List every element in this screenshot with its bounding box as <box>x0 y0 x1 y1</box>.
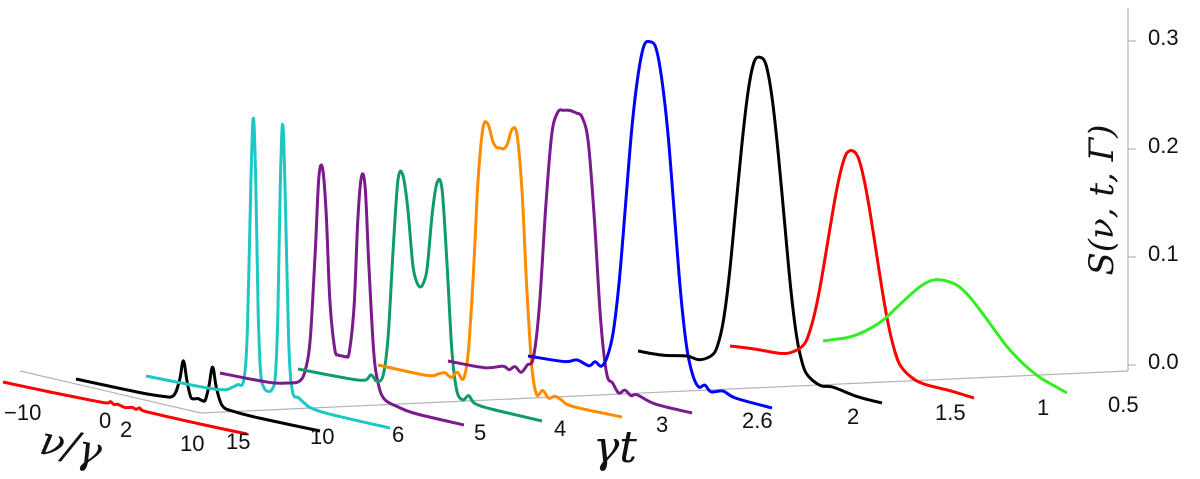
nu-tick-label: 2 <box>120 417 132 442</box>
series-trace-t-3 <box>377 120 623 419</box>
t-tick-label: 6 <box>392 422 404 447</box>
z-tick-label: 0.3 <box>1148 25 1179 50</box>
t-tick-label: 10 <box>310 424 334 449</box>
series-trace-t-1_5 <box>637 55 883 405</box>
z-tick-label: 0.0 <box>1148 349 1179 374</box>
series-trace-t-15 <box>2 380 248 436</box>
t-tick-label: 1.5 <box>935 400 966 425</box>
t-axis-title: γt <box>593 422 637 473</box>
t-tick-label: 3 <box>656 412 668 437</box>
nu-axis-line <box>19 370 202 414</box>
series-trace-t-2_6 <box>447 108 693 415</box>
series-trace-t-5 <box>219 163 465 427</box>
nu-tick-label: 10 <box>180 431 204 456</box>
z-tick-label: 0.2 <box>1148 133 1179 158</box>
nu-tick-label: 0 <box>99 408 111 433</box>
traces <box>2 39 1068 436</box>
series-trace-t-6 <box>145 116 391 430</box>
series-trace-t-10 <box>75 359 321 433</box>
z-axis-title: S(ν, t, Γ) <box>1082 125 1122 276</box>
t-tick-label: 0.5 <box>1108 392 1139 417</box>
t-tick-label: 4 <box>554 416 566 441</box>
z-tick-label: 0.1 <box>1148 241 1179 266</box>
t-tick-label: 2.6 <box>742 408 773 433</box>
series-trace-t-2 <box>527 39 773 410</box>
t-tick-label: 1 <box>1037 395 1049 420</box>
t-tick-label: 15 <box>226 429 250 454</box>
series-trace-t-1 <box>729 148 975 400</box>
front-axis-line <box>200 370 1129 414</box>
series-trace-t-4 <box>297 169 543 423</box>
nu-tick-label: −10 <box>4 400 41 425</box>
t-tick-label: 2 <box>847 404 859 429</box>
nu-axis-title: ν/γ <box>36 418 106 476</box>
z-tick-marks <box>1128 40 1136 366</box>
t-tick-label: 5 <box>474 420 486 445</box>
series-trace-t-0_5 <box>822 278 1068 395</box>
